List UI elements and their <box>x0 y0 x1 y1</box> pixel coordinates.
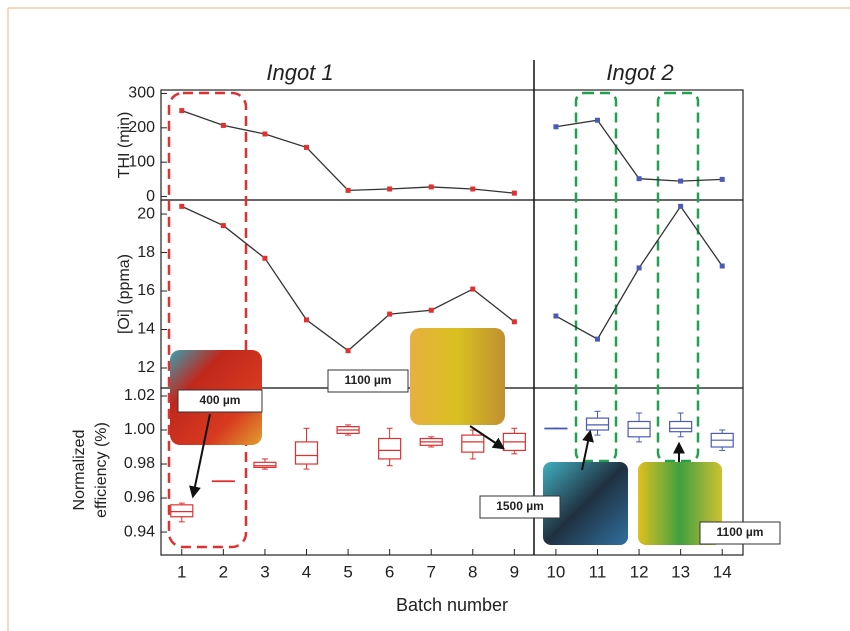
x-tick-label: 9 <box>510 562 519 581</box>
box <box>670 422 692 432</box>
annotation: Ingot 1 <box>266 60 333 85</box>
box <box>628 422 650 437</box>
point <box>512 191 517 196</box>
annotation: 1100 µm <box>717 525 764 539</box>
point <box>678 204 683 209</box>
x-axis-label: Batch number <box>396 595 508 615</box>
point <box>637 265 642 270</box>
y-tick-label: 1.02 <box>124 387 155 404</box>
x-tick-label: 13 <box>671 562 690 581</box>
figure: 010020030012141618200.940.960.981.001.02… <box>0 0 850 631</box>
point <box>179 108 184 113</box>
point <box>221 223 226 228</box>
x-tick-label: 12 <box>630 562 649 581</box>
point <box>637 176 642 181</box>
point <box>346 188 351 193</box>
y-tick-label: 0.96 <box>124 489 155 506</box>
y-tick-label: 0.98 <box>124 455 155 472</box>
point <box>304 145 309 150</box>
x-tick-label: 1 <box>177 562 186 581</box>
highlight-box <box>576 93 616 461</box>
box <box>296 442 318 464</box>
annotation: 1100 µm <box>345 373 392 387</box>
x-tick-label: 6 <box>385 562 394 581</box>
y-tick-label: 20 <box>137 205 155 222</box>
y-tick-label: 0 <box>146 188 155 205</box>
point <box>595 118 600 123</box>
annotation: 1500 µm <box>496 499 544 513</box>
annotation: 400 µm <box>200 393 241 407</box>
highlight-box <box>658 93 698 461</box>
y-tick-label: 300 <box>128 85 155 102</box>
y-axis-label: efficiency (%) <box>93 422 110 518</box>
y-axis-label: Normalized <box>71 430 88 511</box>
point <box>429 184 434 189</box>
point <box>387 187 392 192</box>
y-tick-label: 14 <box>137 321 155 338</box>
x-tick-label: 4 <box>302 562 311 581</box>
x-tick-label: 10 <box>546 562 565 581</box>
point <box>720 264 725 269</box>
box <box>587 418 609 430</box>
point <box>470 187 475 192</box>
point <box>304 317 309 322</box>
y-tick-label: 18 <box>137 244 155 261</box>
x-tick-label: 5 <box>343 562 352 581</box>
point <box>678 179 683 184</box>
point <box>720 177 725 182</box>
point <box>221 123 226 128</box>
box <box>462 435 484 452</box>
point <box>346 348 351 353</box>
point <box>387 312 392 317</box>
point <box>553 124 558 129</box>
x-tick-label: 3 <box>260 562 269 581</box>
wafer-image <box>410 328 505 425</box>
x-tick-label: 11 <box>589 562 607 581</box>
y-tick-label: 16 <box>137 282 155 299</box>
panel-frame <box>161 90 743 200</box>
point <box>553 314 558 319</box>
x-tick-label: 2 <box>219 562 228 581</box>
point <box>262 256 267 261</box>
y-axis-label: [Oi] (ppma) <box>116 254 133 334</box>
line <box>182 111 515 194</box>
y-tick-label: 1.00 <box>124 421 155 438</box>
highlight-box <box>169 93 246 547</box>
point <box>470 287 475 292</box>
y-axis-label: THI (min) <box>116 112 133 179</box>
box <box>379 439 401 459</box>
y-tick-label: 0.94 <box>124 523 155 540</box>
point <box>262 132 267 137</box>
point <box>179 204 184 209</box>
box <box>171 505 193 517</box>
annotation: Ingot 2 <box>606 60 673 85</box>
point <box>429 308 434 313</box>
box <box>254 462 276 467</box>
x-tick-label: 14 <box>713 562 732 581</box>
x-tick-label: 8 <box>468 562 477 581</box>
point <box>595 337 600 342</box>
point <box>512 319 517 324</box>
y-tick-label: 12 <box>137 359 155 376</box>
x-tick-label: 7 <box>426 562 435 581</box>
